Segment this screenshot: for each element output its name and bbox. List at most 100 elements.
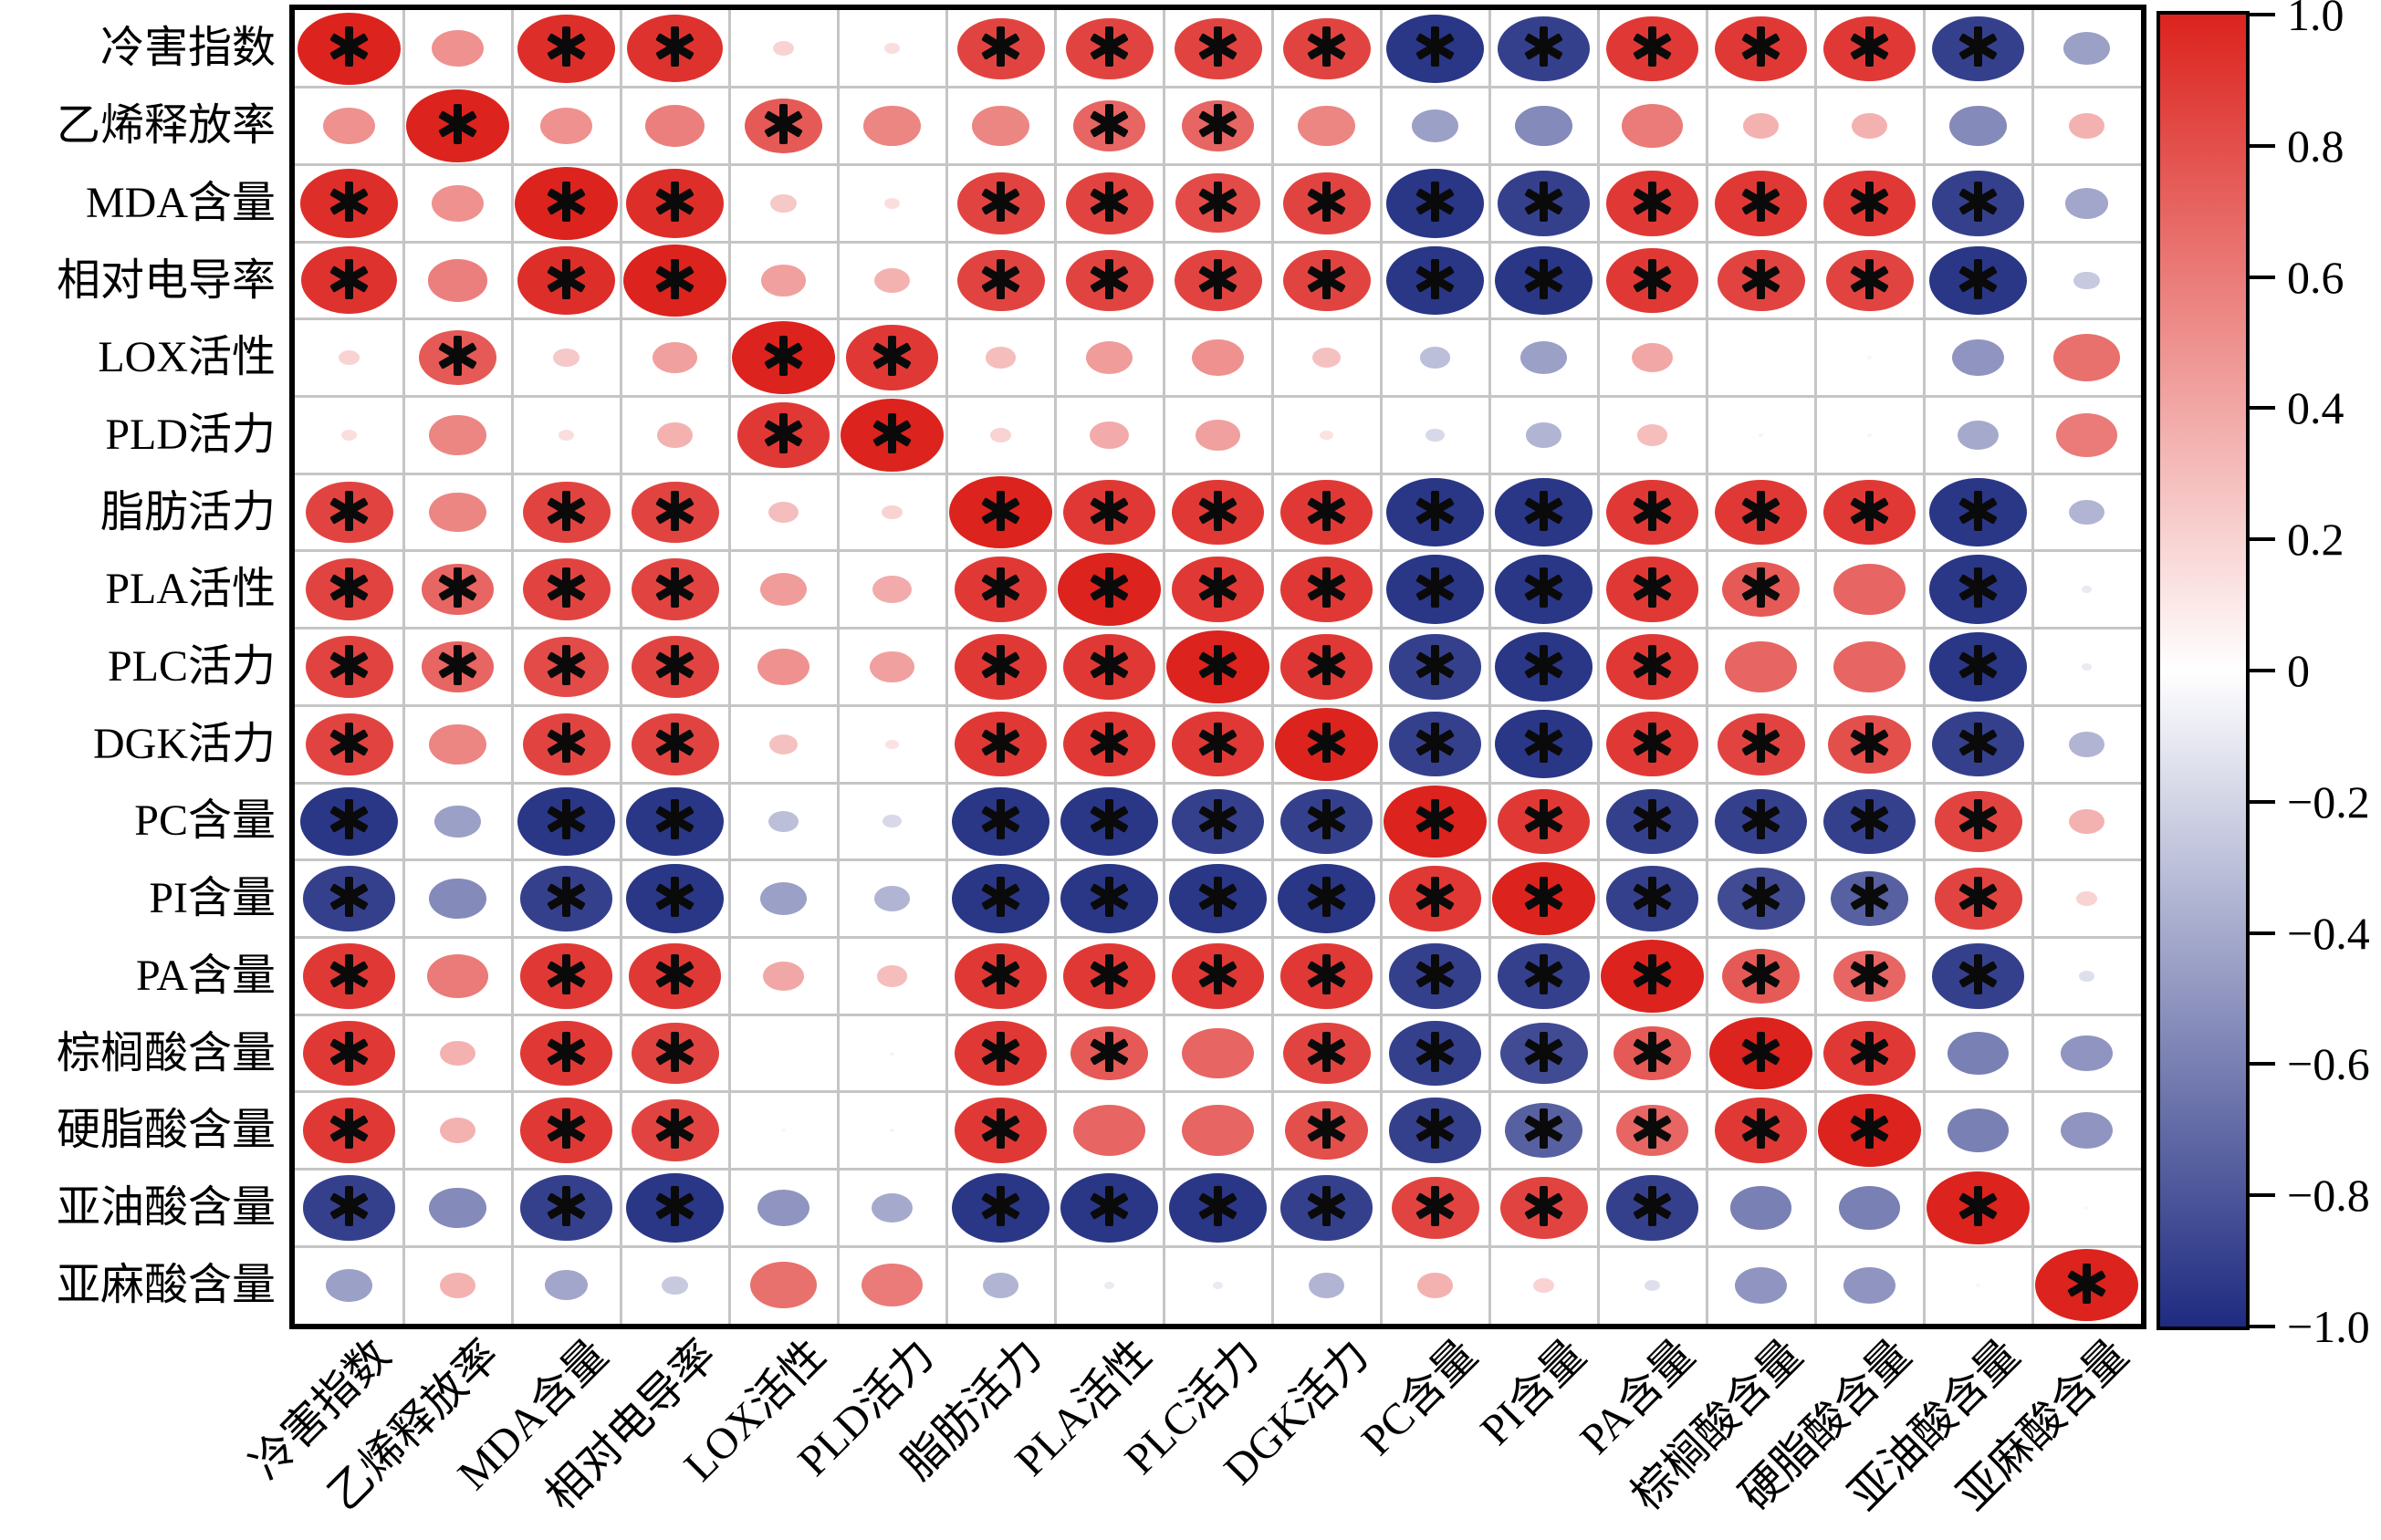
gridline-vertical — [402, 10, 405, 1324]
correlation-bubble — [1311, 348, 1342, 369]
row-label: 冷害指数 — [99, 24, 276, 73]
correlation-bubble — [1760, 357, 1762, 359]
colorbar-tick — [2246, 1325, 2275, 1328]
correlation-bubble — [429, 415, 486, 455]
correlation-bubble — [1947, 1031, 2010, 1076]
correlation-bubble — [1621, 104, 1684, 148]
correlation-bubble — [2076, 891, 2097, 906]
gridline-vertical — [619, 10, 622, 1324]
correlation-bubble — [644, 104, 705, 148]
correlation-bubble — [871, 1193, 914, 1223]
correlation-bubble — [768, 501, 799, 524]
row-label: 亚油酸含量 — [56, 1182, 276, 1232]
correlation-bubble — [1533, 1277, 1554, 1293]
gridline-vertical — [1813, 10, 1817, 1324]
gridline-vertical — [1705, 10, 1708, 1324]
colorbar-tick-label: −0.2 — [2287, 775, 2370, 827]
col-label: PC含量 — [1352, 1330, 1487, 1465]
row-label: 乙烯释放率 — [56, 101, 276, 151]
gridline-vertical — [1053, 10, 1057, 1324]
correlation-bubble — [553, 349, 580, 368]
correlation-bubble — [1957, 420, 2000, 450]
gridline-vertical — [510, 10, 514, 1324]
correlation-bubble — [439, 1040, 476, 1067]
correlation-bubble — [1735, 1266, 1787, 1304]
correlation-bubble — [873, 267, 911, 294]
colorbar-tick — [2246, 669, 2275, 672]
colorbar-tick-label: 0.8 — [2287, 120, 2344, 172]
gridline-vertical — [1379, 10, 1383, 1324]
correlation-bubble — [2079, 970, 2094, 982]
correlation-bubble — [540, 108, 592, 144]
correlation-bubble — [1729, 1186, 1792, 1230]
correlation-matrix-plot — [289, 5, 2146, 1329]
correlation-bubble — [780, 1129, 787, 1133]
correlation-bubble — [761, 265, 806, 297]
row-label: PA含量 — [136, 951, 276, 1000]
correlation-bubble — [889, 1051, 895, 1056]
gridline-horizontal — [295, 1090, 2141, 1094]
gridline-horizontal — [295, 1168, 2141, 1171]
correlation-bubble — [2052, 334, 2121, 382]
correlation-bubble — [861, 1263, 924, 1307]
correlation-bubble — [972, 106, 1029, 146]
row-label: PLA活性 — [105, 565, 276, 614]
correlation-bubble — [757, 649, 809, 685]
correlation-bubble — [1843, 1266, 1895, 1304]
correlation-bubble — [339, 350, 360, 366]
colorbar-tick — [2246, 931, 2275, 935]
colorbar-tick — [2246, 537, 2275, 542]
correlation-bubble — [1952, 339, 2004, 377]
colorbar-tick — [2246, 13, 2275, 16]
correlation-bubble — [326, 1268, 372, 1302]
correlation-bubble — [1182, 1105, 1255, 1157]
row-label: 棕榈酸含量 — [56, 1028, 276, 1077]
correlation-bubble — [656, 421, 694, 448]
gridline-horizontal — [295, 162, 2141, 166]
row-label: MDA含量 — [85, 178, 276, 227]
gridline-horizontal — [295, 472, 2141, 475]
correlation-bubble — [426, 953, 489, 998]
correlation-bubble — [1947, 1108, 2010, 1153]
correlation-bubble — [1308, 1272, 1345, 1298]
gridline-vertical — [2031, 10, 2034, 1324]
colorbar-tick-label: 0 — [2287, 645, 2310, 696]
correlation-bubble — [770, 193, 797, 213]
correlation-bubble — [427, 259, 488, 302]
row-label: 硬脂酸含量 — [56, 1106, 276, 1155]
row-label: PI含量 — [149, 874, 276, 923]
colorbar-tick-label: 0.2 — [2287, 514, 2344, 566]
correlation-bubble — [434, 805, 481, 838]
gridline-vertical — [945, 10, 948, 1324]
gridline-horizontal — [295, 395, 2141, 398]
correlation-bubble — [1725, 641, 1798, 692]
correlation-bubble — [429, 879, 486, 919]
row-label: 相对电导率 — [56, 255, 276, 305]
correlation-bubble — [889, 1129, 895, 1133]
gridline-horizontal — [295, 1013, 2141, 1016]
correlation-bubble — [1419, 347, 1451, 369]
colorbar-tick-label: 1.0 — [2287, 0, 2344, 40]
correlation-bubble — [1192, 339, 1244, 377]
correlation-bubble — [876, 964, 908, 987]
correlation-bubble — [1631, 343, 1674, 373]
correlation-bubble — [1866, 356, 1873, 360]
colorbar-tick — [2246, 143, 2275, 148]
gridline-vertical — [727, 10, 731, 1324]
colorbar-tick-label: −0.6 — [2287, 1038, 2370, 1090]
gridline-horizontal — [295, 858, 2141, 862]
correlation-bubble — [1525, 421, 1562, 448]
gridline-horizontal — [295, 936, 2141, 939]
correlation-bubble — [760, 573, 807, 607]
correlation-bubble — [757, 1190, 809, 1226]
correlation-bubble — [1833, 564, 1906, 616]
correlation-bubble — [662, 1275, 688, 1295]
row-label: 脂肪活力 — [99, 487, 276, 536]
correlation-bubble — [762, 961, 805, 991]
correlation-bubble — [882, 815, 902, 828]
correlation-bubble — [2081, 586, 2093, 594]
gridline-vertical — [1162, 10, 1165, 1324]
correlation-bubble — [2061, 1035, 2113, 1072]
colorbar-tick — [2246, 799, 2275, 804]
gridline-horizontal — [295, 1244, 2141, 1248]
